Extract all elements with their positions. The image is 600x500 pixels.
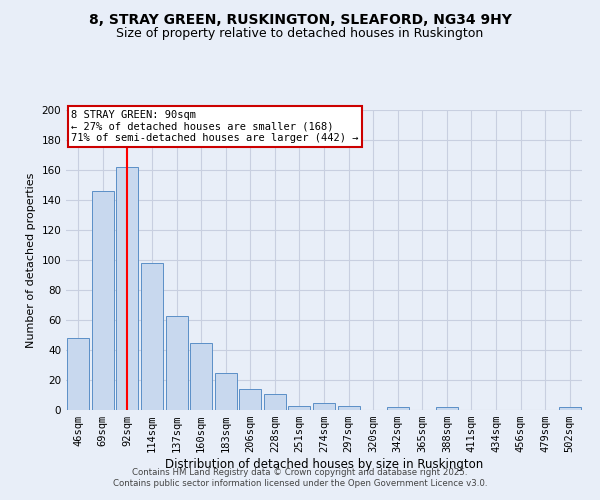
Bar bbox=[116, 167, 139, 410]
Bar bbox=[215, 372, 237, 410]
Bar bbox=[239, 389, 262, 410]
Bar bbox=[386, 407, 409, 410]
Bar bbox=[67, 338, 89, 410]
Text: Contains HM Land Registry data © Crown copyright and database right 2025.
Contai: Contains HM Land Registry data © Crown c… bbox=[113, 468, 487, 487]
Bar bbox=[92, 191, 114, 410]
Y-axis label: Number of detached properties: Number of detached properties bbox=[26, 172, 36, 348]
Bar bbox=[264, 394, 286, 410]
Text: Size of property relative to detached houses in Ruskington: Size of property relative to detached ho… bbox=[116, 28, 484, 40]
Bar bbox=[166, 316, 188, 410]
X-axis label: Distribution of detached houses by size in Ruskington: Distribution of detached houses by size … bbox=[165, 458, 483, 471]
Bar bbox=[313, 402, 335, 410]
Bar bbox=[436, 407, 458, 410]
Bar bbox=[289, 406, 310, 410]
Bar bbox=[141, 263, 163, 410]
Bar bbox=[338, 406, 359, 410]
Text: 8 STRAY GREEN: 90sqm
← 27% of detached houses are smaller (168)
71% of semi-deta: 8 STRAY GREEN: 90sqm ← 27% of detached h… bbox=[71, 110, 359, 143]
Bar bbox=[559, 407, 581, 410]
Bar bbox=[190, 342, 212, 410]
Text: 8, STRAY GREEN, RUSKINGTON, SLEAFORD, NG34 9HY: 8, STRAY GREEN, RUSKINGTON, SLEAFORD, NG… bbox=[89, 12, 511, 26]
